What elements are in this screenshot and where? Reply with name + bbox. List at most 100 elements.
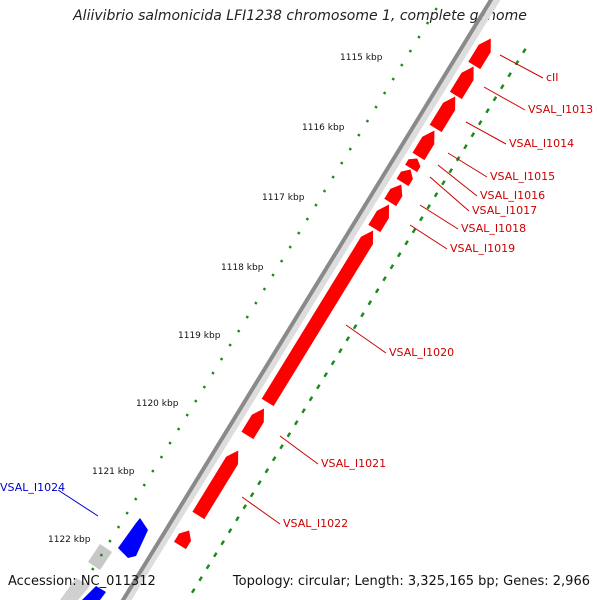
gene-label-VSAL_I1015: VSAL_I1015 — [490, 170, 555, 183]
leader-line — [437, 164, 478, 197]
gene-label-VSAL_I1019: VSAL_I1019 — [450, 242, 515, 255]
gc-skew-dot — [470, 132, 476, 138]
gene-label-VSAL_I1016: VSAL_I1016 — [480, 189, 545, 202]
gc-skew-dot — [448, 168, 454, 174]
gc-skew-dot — [367, 300, 373, 306]
tick-label: 1121 kbp — [92, 467, 135, 477]
gc-skew-dot — [271, 456, 277, 462]
reverse-gene-track — [174, 38, 491, 550]
gc-skew-dot — [308, 396, 314, 402]
genome-summary-text: Topology: circular; Length: 3,325,165 bp… — [232, 574, 590, 589]
scale-dot — [434, 7, 438, 11]
gene-arrow — [368, 204, 390, 233]
gc-skew-dot — [345, 336, 351, 342]
scale-dot — [425, 21, 430, 25]
gene-label-VSAL_I1022: VSAL_I1022 — [283, 517, 348, 530]
scale-dot — [262, 287, 267, 291]
scale-dot — [142, 483, 146, 487]
scale-dot — [400, 63, 404, 67]
scale-dot — [365, 119, 370, 123]
scale-dot — [245, 315, 249, 319]
gc-skew-dot — [411, 228, 417, 234]
gene-arrow-forward-lower — [82, 586, 106, 600]
gc-skew-dot — [235, 516, 240, 522]
scale-dot — [408, 49, 413, 53]
chromosome-backbone-shadow — [124, 0, 501, 600]
gene-arrow — [405, 158, 421, 173]
tick-label: 1117 kbp — [262, 193, 305, 203]
gc-skew-dot — [389, 264, 395, 270]
tick-label: 1116 kbp — [302, 123, 345, 133]
gene-label-VSAL_I1021: VSAL_I1021 — [321, 457, 386, 470]
gc-skew-dot — [338, 348, 343, 354]
scale-dot — [331, 175, 335, 179]
gene-arrow — [396, 169, 413, 187]
scale-dot — [314, 203, 318, 207]
grey-feature-lower — [60, 578, 90, 600]
tick-label: 1118 kbp — [221, 263, 264, 273]
gene-arrow — [384, 184, 403, 207]
gene-label-VSAL_I1020: VSAL_I1020 — [389, 346, 454, 359]
leader-line — [241, 496, 281, 525]
scale-dot — [348, 147, 352, 151]
scale-dot — [159, 455, 164, 459]
scale-dot — [228, 343, 232, 347]
tick-label: 1115 kbp — [340, 53, 383, 63]
gene-label-VSAL_I1013: VSAL_I1013 — [528, 103, 593, 116]
leader-line — [279, 435, 319, 465]
scale-dot — [297, 231, 301, 235]
gc-skew-dot — [213, 552, 218, 558]
gene-arrow — [449, 66, 474, 100]
gc-skew-dot — [499, 84, 505, 90]
scale-dot — [417, 35, 421, 39]
scale-dot — [211, 371, 215, 375]
gc-skew-dot — [190, 588, 196, 594]
gc-skew-dot — [301, 408, 306, 414]
scale-dot — [194, 399, 198, 403]
scale-dot — [185, 413, 189, 417]
accession-text: Accession: NC_011312 — [8, 574, 156, 589]
leader-line — [499, 54, 544, 79]
gene-arrow — [261, 230, 374, 407]
gc-skew-dot — [477, 120, 483, 126]
gene-arrow — [429, 96, 456, 133]
scale-dot — [340, 161, 344, 165]
scale-dot — [305, 217, 310, 221]
scale-dot — [322, 189, 327, 193]
gene-label-VSAL_I1024: VSAL_I1024 — [0, 481, 65, 494]
page-title: Aliivibrio salmonicida LFI1238 chromosom… — [73, 8, 527, 24]
gc-skew-dot — [293, 420, 299, 426]
scale-dot — [288, 245, 292, 249]
leader-line — [447, 152, 488, 178]
gc-skew-dot — [492, 96, 498, 102]
scale-dot — [202, 385, 207, 389]
grey-feature-upper — [88, 544, 112, 570]
gc-skew-dot — [205, 564, 211, 570]
scale-dot — [374, 105, 378, 109]
scale-dot — [116, 525, 121, 529]
scale-dot — [168, 441, 172, 445]
scale-dot — [237, 329, 241, 333]
gc-skew-dot — [323, 372, 328, 378]
gc-skew-dot — [249, 492, 255, 498]
tick-label: 1122 kbp — [48, 535, 91, 545]
scale-dot — [357, 133, 361, 137]
gene-label-VSAL_I1018: VSAL_I1018 — [461, 222, 526, 235]
gc-skew-dot — [522, 48, 527, 54]
scale-dot — [99, 553, 104, 557]
leader-line — [345, 324, 387, 354]
leader-line — [419, 204, 459, 230]
gene-label-cII: cII — [546, 71, 559, 84]
gc-skew-dot — [419, 216, 424, 222]
gene-arrow — [412, 130, 435, 161]
gc-skew-dot — [433, 192, 439, 198]
gc-skew-dot — [396, 252, 402, 258]
scale-dot — [176, 427, 181, 431]
scale-dot — [382, 91, 387, 95]
gc-skew-dot — [426, 204, 431, 210]
gc-skew-dot — [279, 444, 284, 450]
scale-dot — [271, 273, 275, 277]
tick-label: 1120 kbp — [136, 399, 179, 409]
